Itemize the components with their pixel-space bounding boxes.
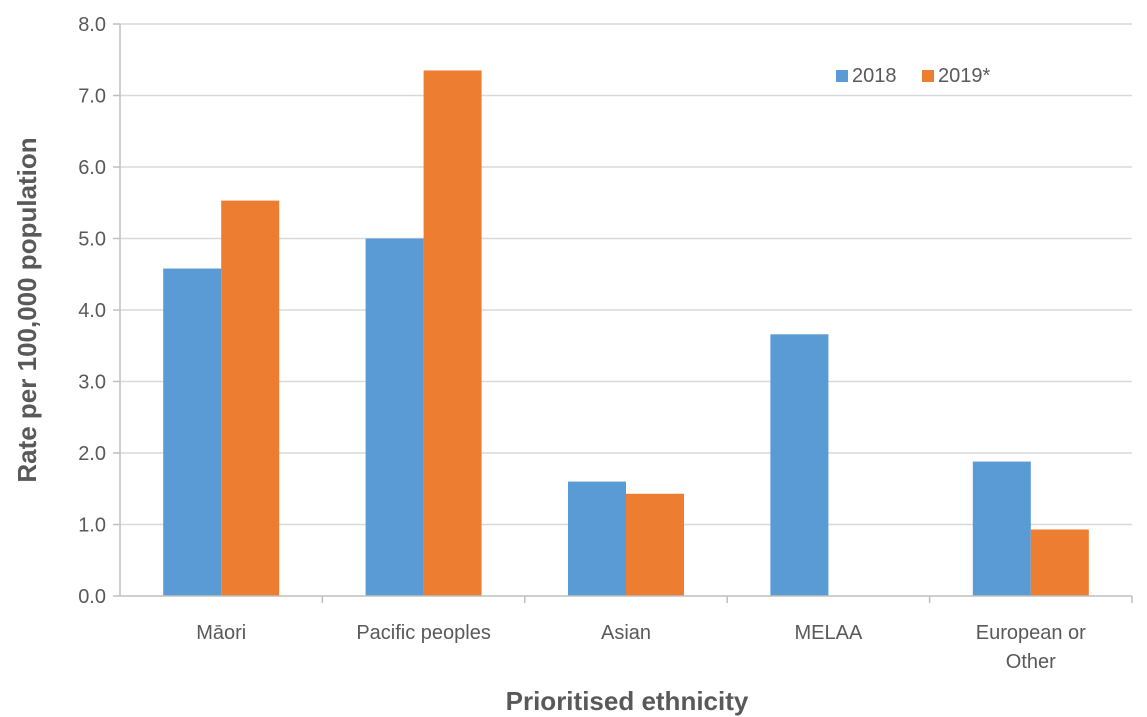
y-tick-label: 1.0 (78, 515, 106, 537)
bar-2019-2 (626, 493, 684, 596)
bar-2018-4 (972, 461, 1031, 596)
x-category-label: Pacific peoples (356, 622, 491, 644)
legend: 2018 2019* (836, 65, 990, 87)
y-tick-label: 2.0 (78, 443, 106, 465)
x-category-label: Asian (601, 622, 651, 644)
legend-swatch (922, 70, 934, 82)
bars (163, 70, 1089, 597)
x-category-label: MELAA (794, 622, 862, 644)
bar-2018-3 (770, 334, 829, 596)
bar-2019-0 (221, 200, 280, 597)
bar-2019-4 (1030, 529, 1089, 596)
y-axis-title: Rate per 100,000 population (12, 137, 42, 482)
legend-label: 2018 (852, 65, 897, 87)
x-category-label: Other (1006, 651, 1056, 673)
y-tick-label: 3.0 (78, 372, 106, 394)
x-axis-title: Prioritised ethnicity (506, 686, 749, 716)
x-category-label: European or (976, 622, 1086, 644)
y-tick-label: 7.0 (78, 86, 106, 108)
bar-2019-1 (423, 70, 482, 597)
gridlines (120, 23, 1132, 526)
y-axis-ticks: 0.0 1.0 2.0 3.0 4.0 5.0 6.0 7.0 8.0 (78, 14, 120, 608)
bar-2018-2 (568, 481, 626, 596)
y-tick-label: 0.0 (78, 586, 106, 608)
bar-2018-0 (163, 268, 222, 596)
x-axis-categories: Māori Pacific peoples Asian MELAA European o… (196, 596, 1133, 673)
y-tick-label: 8.0 (78, 14, 106, 36)
x-category-label: Māori (196, 622, 246, 644)
y-tick-label: 4.0 (78, 300, 106, 322)
legend-label: 2019* (938, 65, 990, 87)
legend-swatch (836, 70, 848, 82)
y-tick-label: 6.0 (78, 157, 106, 179)
y-tick-label: 5.0 (78, 229, 106, 251)
bar-2018-1 (365, 238, 424, 596)
